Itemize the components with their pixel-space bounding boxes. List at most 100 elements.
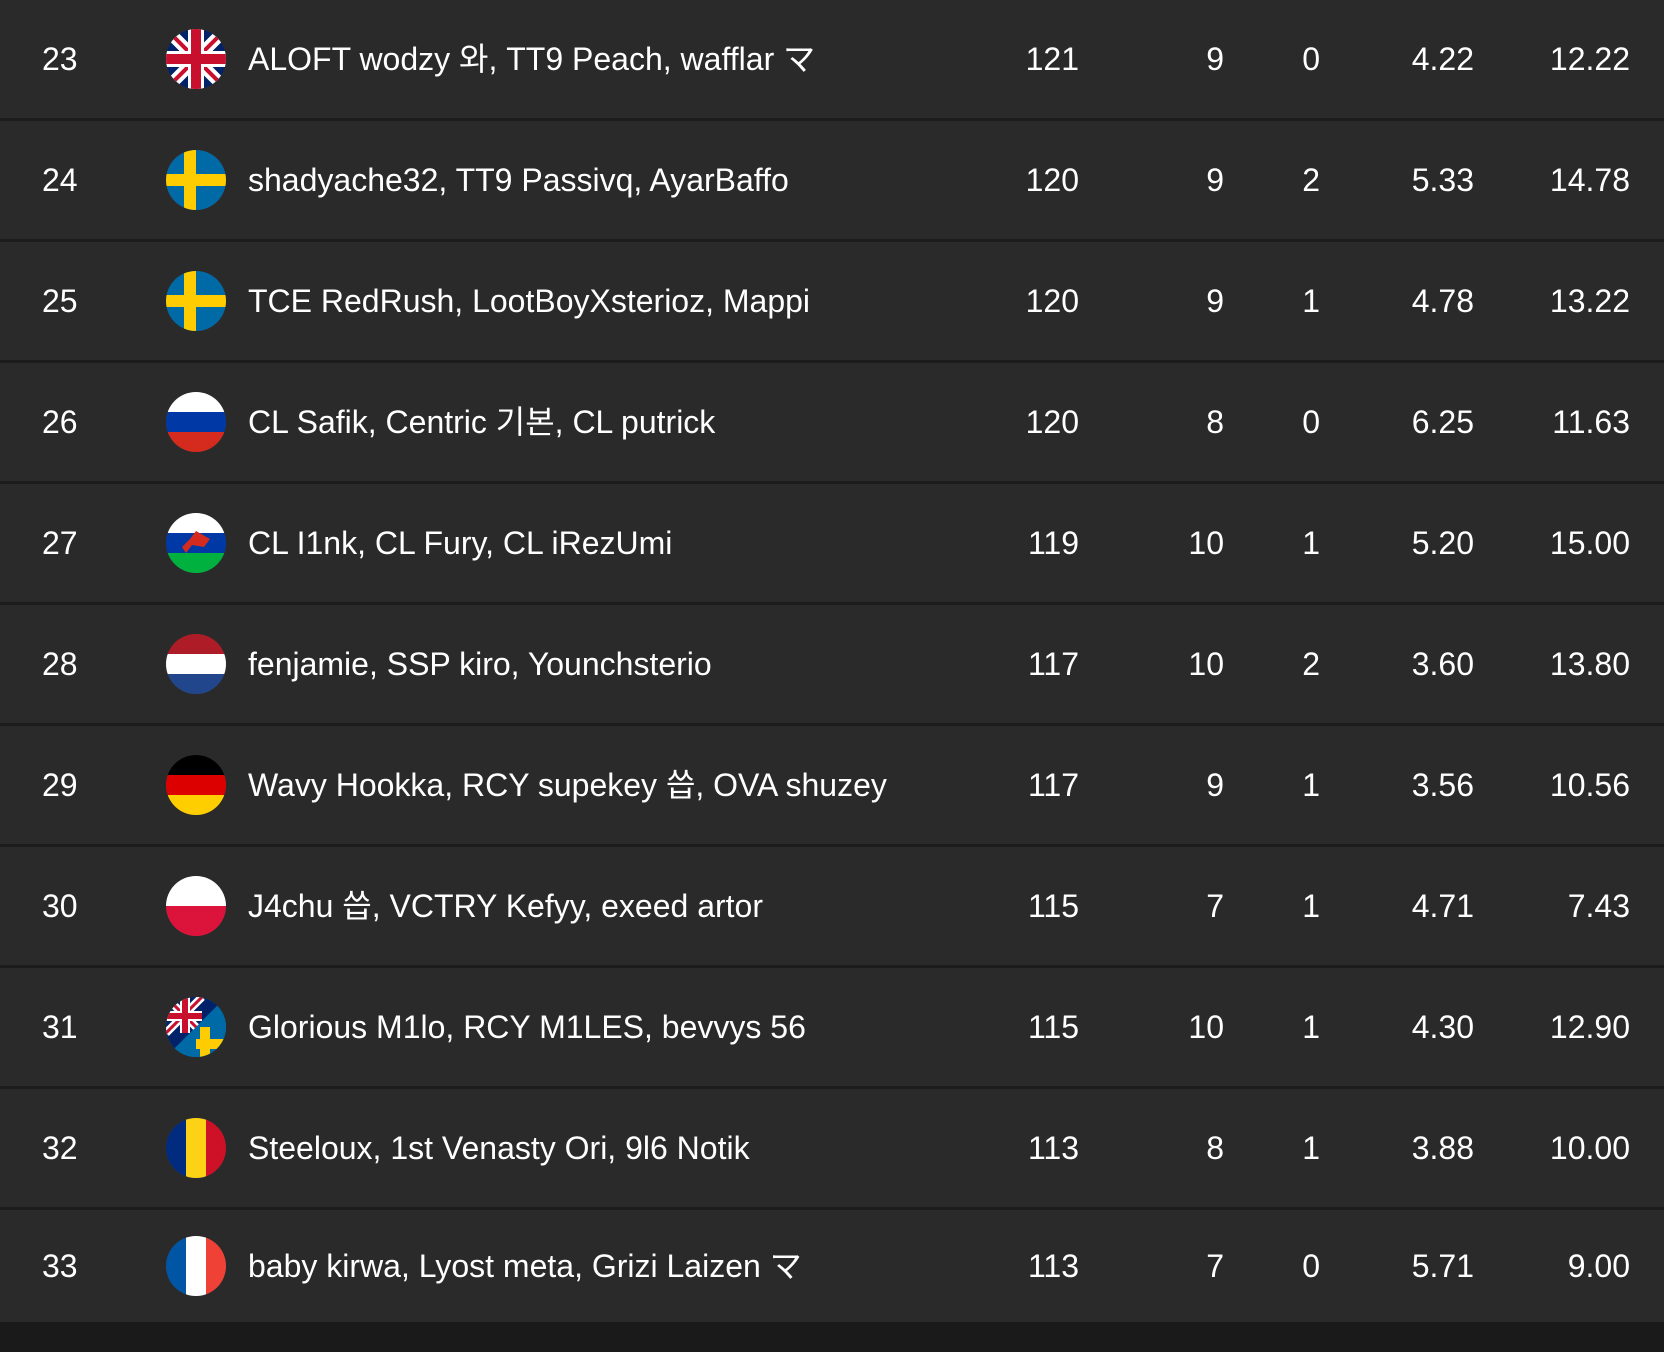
kd-cell: 3.56: [1411, 767, 1474, 803]
flag-romania-icon: [166, 1118, 226, 1178]
average-cell: 14.78: [1549, 162, 1630, 198]
average-cell: 7.43: [1567, 888, 1630, 924]
flag-netherlands-icon: [166, 634, 226, 694]
rank-cell: 33: [42, 1248, 78, 1284]
kd-cell: 3.60: [1411, 646, 1474, 682]
kills-cell: 10: [1188, 646, 1224, 682]
wins-cell: 1: [1302, 1130, 1320, 1166]
player-names[interactable]: J4chu 씁, VCTRY Kefyy, exeed artor: [248, 888, 764, 924]
wins-cell: 0: [1302, 41, 1320, 77]
player-names[interactable]: fenjamie, SSP kiro, Younchsterio: [248, 646, 712, 682]
points-cell: 113: [1027, 1248, 1079, 1284]
kd-cell: 4.78: [1411, 283, 1474, 319]
kd-cell: 5.71: [1411, 1248, 1474, 1284]
wins-cell: 1: [1302, 283, 1320, 319]
table-row[interactable]: 25 TCE RedRush, LootBoyXsterioz, Mappi 1…: [0, 242, 1664, 363]
table-row[interactable]: 31 Glorious M1lo, RCY M1LES, bevvys 56 1…: [0, 968, 1664, 1089]
player-names[interactable]: Glorious M1lo, RCY M1LES, bevvys 56: [248, 1009, 806, 1045]
points-cell: 117: [1027, 646, 1079, 682]
flag-france-icon: [166, 1236, 226, 1296]
kills-cell: 8: [1206, 404, 1224, 440]
points-cell: 121: [1025, 41, 1079, 77]
kd-cell: 3.88: [1411, 1130, 1474, 1166]
flag-sweden-icon: [166, 150, 226, 210]
table-row[interactable]: 30 J4chu 씁, VCTRY Kefyy, exeed artor 115…: [0, 847, 1664, 968]
rank-cell: 23: [42, 41, 78, 77]
rank-cell: 32: [42, 1130, 78, 1166]
player-names[interactable]: ALOFT wodzy 와, TT9 Peach, wafflar マ: [248, 41, 816, 77]
kd-cell: 5.20: [1411, 525, 1474, 561]
player-names[interactable]: baby kirwa, Lyost meta, Grizi Laizen マ: [248, 1248, 802, 1284]
flag-germany-icon: [166, 755, 226, 815]
wins-cell: 0: [1302, 1248, 1320, 1284]
kills-cell: 9: [1206, 162, 1224, 198]
points-cell: 115: [1027, 1009, 1079, 1045]
wins-cell: 2: [1302, 162, 1320, 198]
kills-cell: 10: [1188, 525, 1224, 561]
average-cell: 15.00: [1549, 525, 1630, 561]
kills-cell: 9: [1206, 283, 1224, 319]
average-cell: 12.90: [1549, 1009, 1630, 1045]
rank-cell: 25: [42, 283, 78, 319]
kd-cell: 5.33: [1411, 162, 1474, 198]
wins-cell: 1: [1302, 525, 1320, 561]
points-cell: 120: [1025, 283, 1079, 319]
wins-cell: 1: [1302, 767, 1320, 803]
table-row[interactable]: 28 fenjamie, SSP kiro, Younchsterio 117 …: [0, 605, 1664, 726]
rank-cell: 28: [42, 646, 78, 682]
rank-cell: 29: [42, 767, 78, 803]
points-cell: 120: [1025, 162, 1079, 198]
flag-uk-icon: [166, 29, 226, 89]
kd-cell: 4.22: [1411, 41, 1474, 77]
average-cell: 10.56: [1549, 767, 1630, 803]
kills-cell: 7: [1206, 888, 1224, 924]
points-cell: 115: [1027, 888, 1079, 924]
average-cell: 11.63: [1552, 404, 1630, 440]
table-row[interactable]: 26 CL Safik, Centric 기본, CL putrick 120 …: [0, 363, 1664, 484]
player-names[interactable]: CL I1nk, CL Fury, CL iRezUmi: [248, 525, 673, 561]
wins-cell: 0: [1302, 404, 1320, 440]
kd-cell: 6.25: [1411, 404, 1474, 440]
table-row[interactable]: 29 Wavy Hookka, RCY supekey 씁, OVA shuze…: [0, 726, 1664, 847]
average-cell: 12.22: [1549, 41, 1630, 77]
wins-cell: 1: [1302, 1009, 1320, 1045]
kills-cell: 8: [1206, 1130, 1224, 1166]
flag-mixed-icon: [166, 513, 226, 573]
table-row[interactable]: 32 Steeloux, 1st Venasty Ori, 9l6 Notik …: [0, 1089, 1664, 1210]
table-row[interactable]: 27 CL I1nk, CL Fury, CL iRezUmi 119 10 1…: [0, 484, 1664, 605]
average-cell: 13.22: [1549, 283, 1630, 319]
average-cell: 9.00: [1567, 1248, 1630, 1284]
player-names[interactable]: Wavy Hookka, RCY supekey 씁, OVA shuzey: [248, 767, 887, 803]
average-cell: 13.80: [1549, 646, 1630, 682]
flag-russia-icon: [166, 392, 226, 452]
kills-cell: 9: [1206, 767, 1224, 803]
points-cell: 117: [1027, 767, 1079, 803]
player-names[interactable]: CL Safik, Centric 기본, CL putrick: [248, 404, 716, 440]
player-names[interactable]: TCE RedRush, LootBoyXsterioz, Mappi: [248, 283, 811, 319]
rank-cell: 24: [42, 162, 78, 198]
table-row[interactable]: 24 shadyache32, TT9 Passivq, AyarBaffo 1…: [0, 121, 1664, 242]
points-cell: 113: [1027, 1130, 1079, 1166]
flag-uk-sweden-icon: [166, 997, 226, 1057]
wins-cell: 2: [1302, 646, 1320, 682]
player-names[interactable]: shadyache32, TT9 Passivq, AyarBaffo: [248, 162, 789, 198]
table-row[interactable]: 33 baby kirwa, Lyost meta, Grizi Laizen …: [0, 1210, 1664, 1322]
rank-cell: 30: [42, 888, 78, 924]
kills-cell: 7: [1206, 1248, 1224, 1284]
rank-cell: 31: [42, 1009, 78, 1045]
table-row[interactable]: 23 ALOFT wodzy 와, TT9 Peach, wafflar マ 1…: [0, 0, 1664, 121]
flag-poland-icon: [166, 876, 226, 936]
kd-cell: 4.71: [1411, 888, 1474, 924]
points-cell: 120: [1025, 404, 1079, 440]
average-cell: 10.00: [1549, 1130, 1630, 1166]
points-cell: 119: [1027, 525, 1079, 561]
kills-cell: 9: [1206, 41, 1224, 77]
player-names[interactable]: Steeloux, 1st Venasty Ori, 9l6 Notik: [248, 1130, 750, 1166]
rank-cell: 26: [42, 404, 78, 440]
flag-sweden-icon: [166, 271, 226, 331]
rank-cell: 27: [42, 525, 78, 561]
kills-cell: 10: [1188, 1009, 1224, 1045]
wins-cell: 1: [1302, 888, 1320, 924]
kd-cell: 4.30: [1411, 1009, 1474, 1045]
